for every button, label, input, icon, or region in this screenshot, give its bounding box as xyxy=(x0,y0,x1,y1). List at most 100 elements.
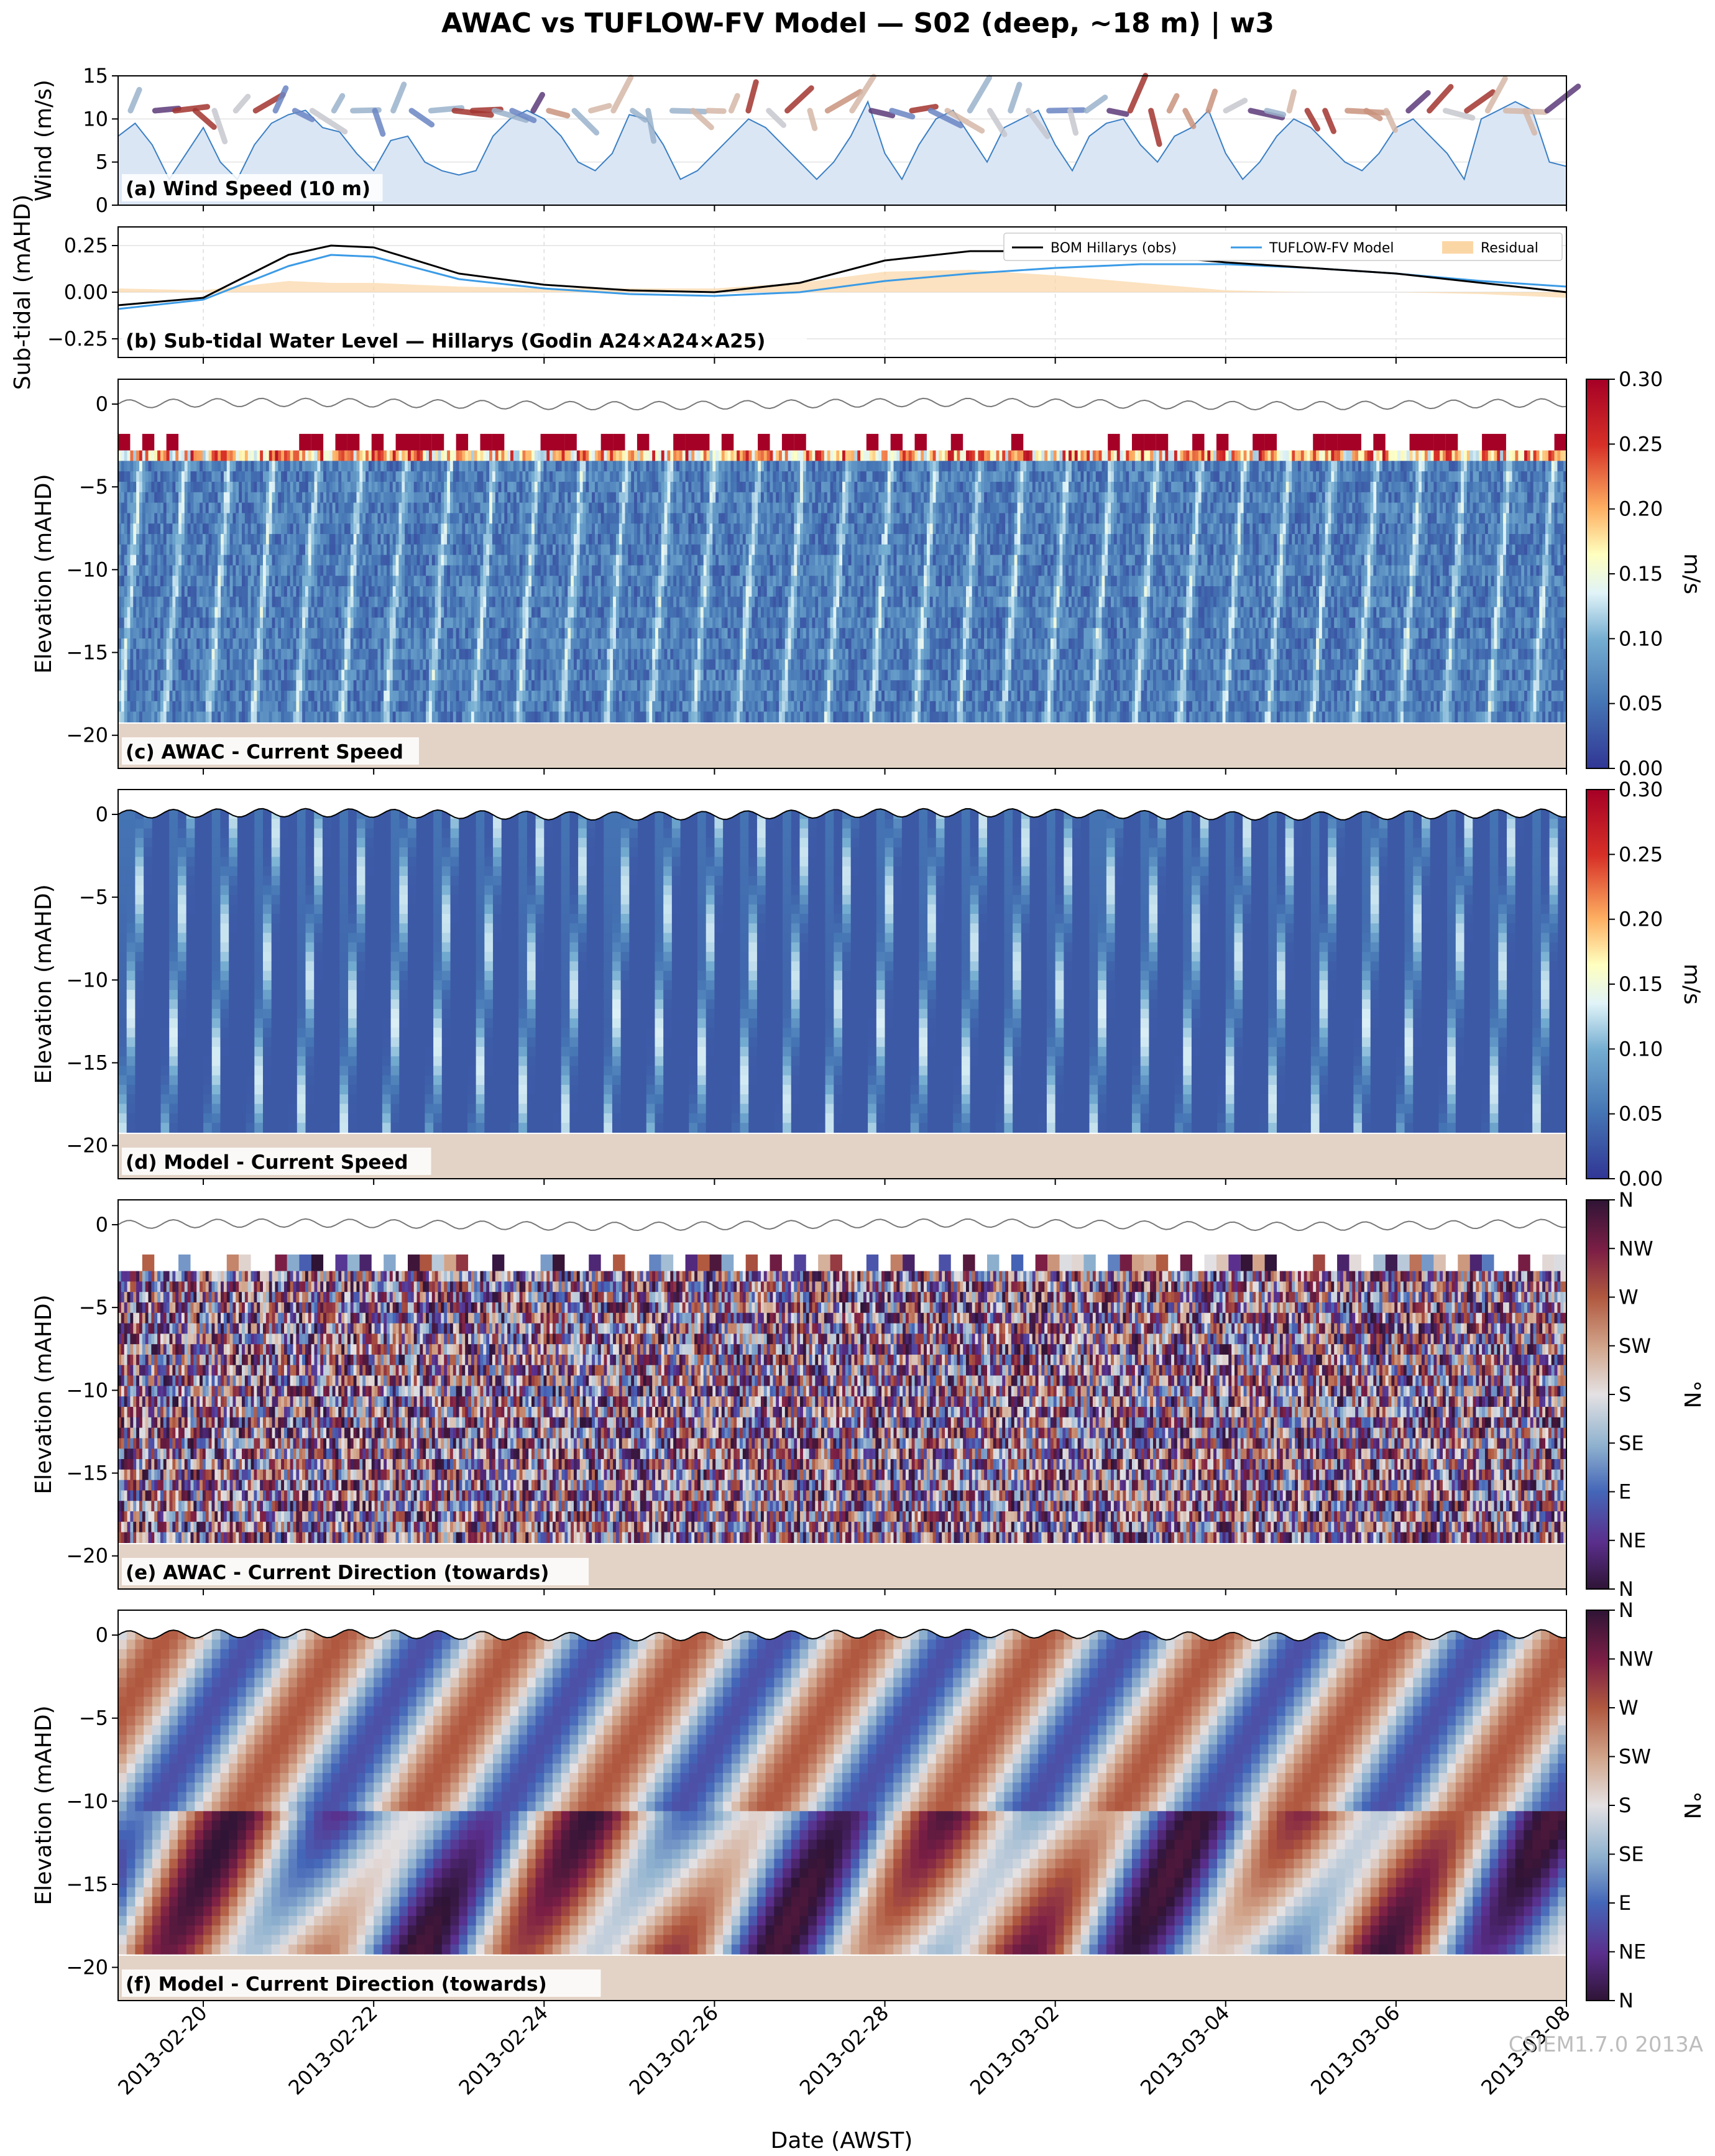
heatmap-cell xyxy=(353,555,357,566)
heatmap-cell xyxy=(317,481,321,493)
heatmap-cell xyxy=(483,513,487,524)
heatmap-cell xyxy=(489,502,493,514)
heatmap-cell xyxy=(607,576,610,587)
heatmap-cell xyxy=(275,481,278,493)
heatmap-cell xyxy=(631,680,635,691)
heatmap-cell xyxy=(652,680,656,691)
heatmap-cell xyxy=(154,502,158,514)
heatmap-cell xyxy=(254,680,257,691)
heatmap-cell xyxy=(278,617,282,629)
heatmap-cell xyxy=(329,659,333,670)
heatmap-cell xyxy=(586,481,589,493)
heatmap-cell xyxy=(483,596,487,608)
heatmap-cell xyxy=(139,492,143,504)
heatmap-cell xyxy=(151,513,155,524)
heatmap-cell xyxy=(537,638,541,650)
heatmap-cell xyxy=(528,523,532,535)
heatmap-cell xyxy=(471,555,475,566)
heatmap-cell xyxy=(218,544,221,556)
heatmap-cell xyxy=(356,596,360,608)
heatmap-cell xyxy=(471,711,475,723)
heatmap-cell xyxy=(531,670,535,681)
heatmap-cell xyxy=(299,576,303,587)
heatmap-cell xyxy=(317,648,321,660)
heatmap-cell xyxy=(664,576,668,587)
heatmap-cell xyxy=(522,555,526,566)
heatmap-cell xyxy=(477,502,481,514)
heatmap-cell xyxy=(670,502,674,514)
heatmap-cell xyxy=(380,555,384,566)
heatmap-cell xyxy=(531,659,535,670)
heatmap-cell xyxy=(317,565,321,576)
heatmap-cell xyxy=(145,481,149,493)
heatmap-cell xyxy=(272,670,276,681)
heatmap-cell xyxy=(169,617,173,629)
heatmap-cell xyxy=(341,701,345,712)
heatmap-cell xyxy=(175,450,179,461)
heatmap-cell xyxy=(172,502,176,514)
heatmap-cell xyxy=(296,533,300,545)
heatmap-cell xyxy=(305,492,309,504)
heatmap-cell xyxy=(519,628,523,639)
heatmap-cell xyxy=(582,544,586,556)
wind-vector-arrow xyxy=(172,104,211,114)
heatmap-cell xyxy=(323,680,327,691)
heatmap-cell xyxy=(571,670,574,681)
heatmap-cell xyxy=(398,680,402,691)
heatmap-cell xyxy=(335,596,339,608)
heatmap-cell xyxy=(408,628,412,639)
heatmap-cell xyxy=(154,607,158,618)
heatmap-cell xyxy=(290,617,294,629)
heatmap-cell xyxy=(278,555,282,566)
heatmap-cell xyxy=(649,565,653,576)
heatmap-cell xyxy=(510,523,514,535)
heatmap-cell xyxy=(600,533,605,545)
heatmap-cell xyxy=(537,523,541,535)
heatmap-cell xyxy=(139,450,143,461)
heatmap-cell xyxy=(434,492,439,504)
heatmap-cell xyxy=(260,638,264,650)
heatmap-cell xyxy=(655,576,659,587)
heatmap-cell xyxy=(408,576,412,587)
heatmap-cell xyxy=(426,502,430,514)
heatmap-cell xyxy=(323,648,327,660)
wind-vector-arrow xyxy=(252,92,286,114)
heatmap-cell xyxy=(308,471,312,482)
heatmap-cell xyxy=(151,481,155,493)
heatmap-cell xyxy=(395,555,400,566)
heatmap-cell xyxy=(449,502,454,514)
heatmap-cell xyxy=(477,513,481,524)
heatmap-cell xyxy=(555,648,559,660)
heatmap-cell xyxy=(242,502,246,514)
heatmap-cell xyxy=(380,576,384,587)
heatmap-cell xyxy=(181,607,185,618)
heatmap-cell xyxy=(631,701,635,712)
heatmap-cell xyxy=(272,544,276,556)
heatmap-cell xyxy=(302,544,306,556)
heatmap-cell xyxy=(148,670,152,681)
heatmap-cell xyxy=(462,607,466,618)
heatmap-cell xyxy=(428,670,433,681)
heatmap-cell xyxy=(546,628,550,639)
heatmap-cell xyxy=(441,701,444,712)
heatmap-cell xyxy=(549,638,553,650)
heatmap-cell xyxy=(670,471,674,482)
heatmap-cell xyxy=(239,607,242,618)
heatmap-cell xyxy=(305,638,309,650)
heatmap-cell xyxy=(495,544,499,556)
heatmap-cell xyxy=(287,607,291,618)
heatmap-cell xyxy=(265,481,270,493)
heatmap-cell xyxy=(244,596,249,608)
heatmap-cell xyxy=(124,711,128,723)
heatmap-cell xyxy=(582,628,586,639)
heatmap-cell xyxy=(486,586,490,597)
heatmap-cell xyxy=(148,450,152,461)
heatmap-cell xyxy=(281,691,285,702)
heatmap-cell xyxy=(408,461,412,472)
heatmap-cell xyxy=(118,461,122,472)
heatmap-cell xyxy=(483,711,487,723)
heatmap-cell xyxy=(344,680,348,691)
heatmap-cell xyxy=(465,502,469,514)
heatmap-cell xyxy=(362,471,366,482)
heatmap-cell xyxy=(202,471,206,482)
